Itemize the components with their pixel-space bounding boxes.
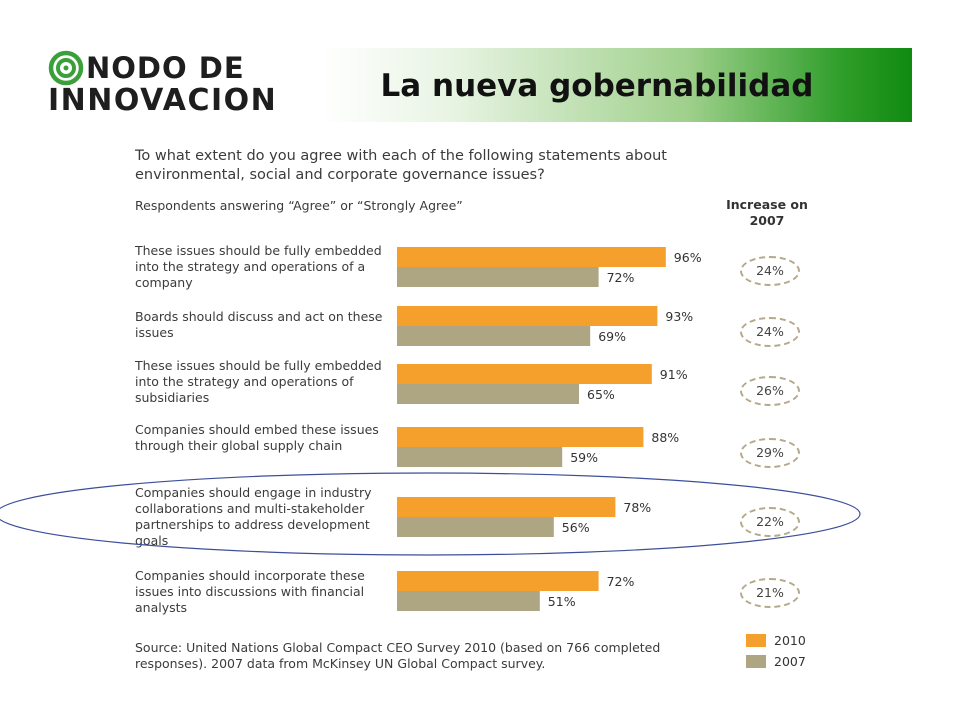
page-title: La nueva gobernabilidad: [380, 68, 814, 104]
legend-swatch-2010: [746, 634, 766, 647]
bar-2007-1: [397, 326, 591, 346]
category-label: Boards should discuss and act on these i…: [135, 309, 383, 340]
title-banner: La nueva gobernabilidad: [322, 48, 912, 122]
value-label-2007-4: 56%: [562, 520, 590, 535]
value-label-2007-5: 51%: [548, 594, 576, 609]
bar-2007-2: [397, 384, 579, 404]
bar-2010-4: [397, 497, 616, 517]
logo: NODO DE INNOVACION: [48, 50, 298, 120]
bar-2010-0: [397, 247, 666, 267]
increase-badge: 21%: [740, 578, 800, 608]
legend-label-2007: 2007: [774, 654, 806, 669]
value-label-2007-0: 72%: [607, 270, 635, 285]
spiral-icon: [48, 50, 84, 86]
bar-2007-4: [397, 517, 554, 537]
value-label-2007-1: 69%: [598, 329, 626, 344]
logo-line-1: NODO DE: [86, 51, 245, 85]
value-label-2010-2: 91%: [660, 367, 688, 382]
legend-swatch-2007: [746, 655, 766, 668]
category-label: Companies should incorporate these issue…: [135, 568, 365, 615]
bar-2010-3: [397, 427, 644, 447]
chart-title: To what extent do you agree with each of…: [135, 148, 667, 183]
bar-2010-5: [397, 571, 599, 591]
category-label: Companies should embed these issues thro…: [135, 422, 379, 453]
chart-subtitle: Respondents answering “Agree” or “Strong…: [135, 198, 463, 213]
bar-2007-0: [397, 267, 599, 287]
value-label-2007-3: 59%: [570, 450, 598, 465]
value-label-2010-5: 72%: [607, 574, 635, 589]
increase-badge: 26%: [740, 376, 800, 406]
increase-badge: 22%: [740, 507, 800, 537]
value-label-2010-0: 96%: [674, 250, 702, 265]
value-label-2010-4: 78%: [623, 500, 651, 515]
value-label-2007-2: 65%: [587, 387, 615, 402]
increase-badge: 29%: [740, 438, 800, 468]
increase-badge: 24%: [740, 317, 800, 347]
increase-header: Increase on 2007: [726, 197, 808, 228]
increase-badge: 24%: [740, 256, 800, 286]
bar-2010-2: [397, 364, 652, 384]
category-label: These issues should be fully embedded in…: [135, 358, 382, 405]
logo-line-2: INNOVACION: [48, 83, 278, 118]
highlight-ellipse: [0, 472, 861, 556]
value-label-2010-3: 88%: [651, 430, 679, 445]
chart-source: Source: United Nations Global Compact CE…: [135, 640, 661, 671]
legend-label-2010: 2010: [774, 633, 806, 648]
category-label: These issues should be fully embedded in…: [135, 243, 382, 290]
bar-2007-3: [397, 447, 563, 467]
category-label: Companies should engage in industry coll…: [135, 485, 372, 548]
bar-2007-5: [397, 591, 540, 611]
value-label-2010-1: 93%: [665, 309, 693, 324]
bar-2010-1: [397, 306, 658, 326]
